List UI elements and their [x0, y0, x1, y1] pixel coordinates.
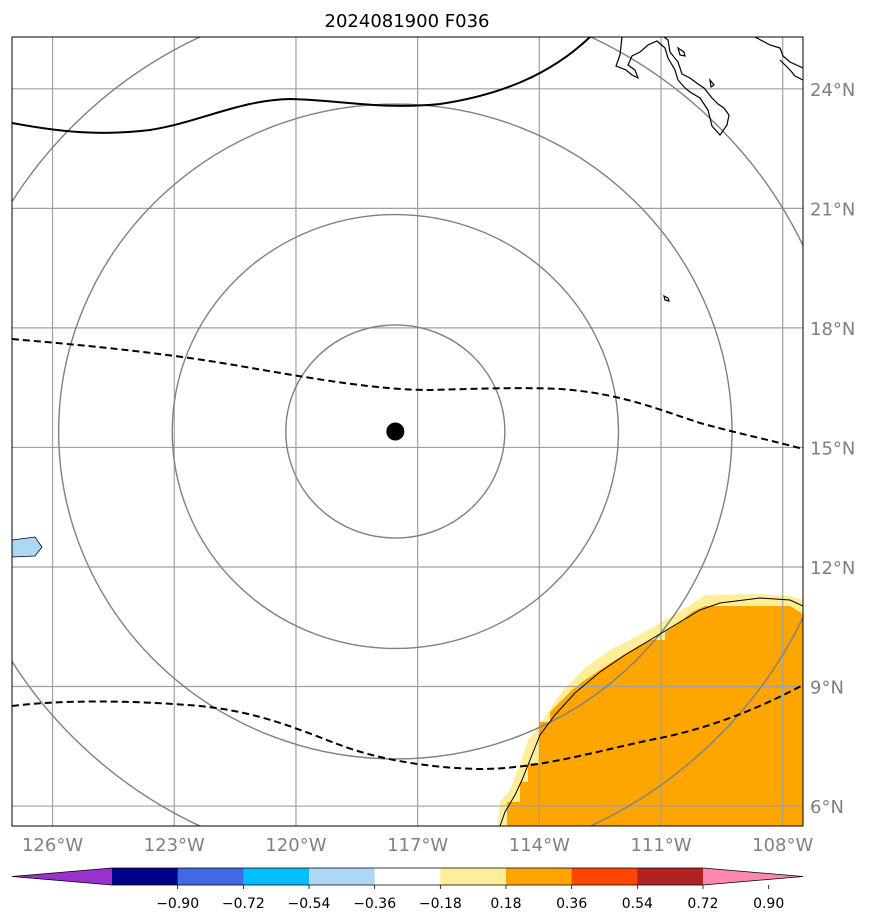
range-ring [171, 213, 620, 650]
colorbar-box [440, 868, 507, 885]
lat-tick-label: 6°N [810, 797, 844, 818]
shaded-field [12, 536, 803, 826]
gridlines [12, 37, 803, 826]
colorbar-extend-high [703, 868, 803, 885]
socorro-island [663, 294, 670, 302]
lon-tick-label: 114°W [509, 835, 570, 856]
colorbar-tick-label: −0.90 [156, 896, 199, 912]
lat-tick-label: 9°N [810, 678, 844, 699]
dashed-contour-north [12, 338, 803, 450]
colorbar-tick-label: 0.18 [490, 896, 521, 912]
colorbar-tick-label: −0.36 [353, 896, 396, 912]
longitude-labels: 126°W 123°W 120°W 117°W 114°W 111°W 108°W [22, 835, 814, 856]
colorbar-extend-low [12, 868, 112, 885]
colorbar: −0.90 −0.72 −0.54 −0.36 −0.18 0.18 0.36 0.54 0.7… [11, 867, 804, 912]
colorbar-tick-label: 0.36 [556, 896, 587, 912]
chart-title: 2024081900 F036 [325, 11, 490, 32]
lat-tick-label: 24°N [810, 80, 855, 101]
storm-center-marker [386, 422, 405, 441]
field-lightblue-patch [12, 536, 43, 558]
range-ring [285, 324, 506, 539]
colorbar-box [506, 868, 573, 885]
lon-tick-label: 123°W [144, 835, 205, 856]
baja-california-coast [615, 37, 730, 136]
lat-tick-label: 21°N [810, 199, 855, 220]
colorbar-tick-label: 0.54 [622, 896, 653, 912]
solid-contour [12, 37, 591, 134]
lon-tick-label: 120°W [265, 835, 326, 856]
lon-tick-label: 108°W [752, 835, 813, 856]
contour-lines [12, 37, 803, 771]
colorbar-tick-label: 0.90 [753, 896, 784, 912]
lon-tick-label: 117°W [387, 835, 448, 856]
colorbar-tick-label: −0.72 [222, 896, 265, 912]
colorbar-box [309, 868, 376, 885]
colorbar-outline [11, 867, 804, 886]
latitude-labels: 24°N 21°N 18°N 15°N 12°N 9°N 6°N [810, 80, 855, 818]
dashed-contour-south [12, 684, 803, 771]
baja-island-2 [709, 77, 715, 89]
colorbar-tick-label: −0.18 [419, 896, 462, 912]
coastlines [499, 37, 803, 826]
colorbar-box [112, 868, 179, 885]
colorbar-box [177, 868, 244, 885]
baja-island-1 [676, 46, 686, 57]
map-frame [11, 36, 804, 827]
mainland-coast [754, 37, 803, 69]
lon-tick-label: 126°W [22, 835, 83, 856]
field-boundary-thin [499, 597, 803, 826]
colorbar-box [637, 868, 704, 885]
colorbar-tick-label: 0.72 [687, 896, 718, 912]
map-panel [12, 37, 803, 826]
lat-tick-label: 15°N [810, 438, 855, 459]
lon-tick-label: 111°W [630, 835, 691, 856]
lat-tick-label: 18°N [810, 319, 855, 340]
colorbar-box [243, 868, 310, 885]
field-orange-region [507, 606, 803, 826]
colorbar-box [571, 868, 638, 885]
lat-tick-label: 12°N [810, 558, 855, 579]
mainland-coast-2 [779, 59, 803, 81]
colorbar-box [374, 868, 441, 885]
colorbar-tick-label: −0.54 [288, 896, 331, 912]
